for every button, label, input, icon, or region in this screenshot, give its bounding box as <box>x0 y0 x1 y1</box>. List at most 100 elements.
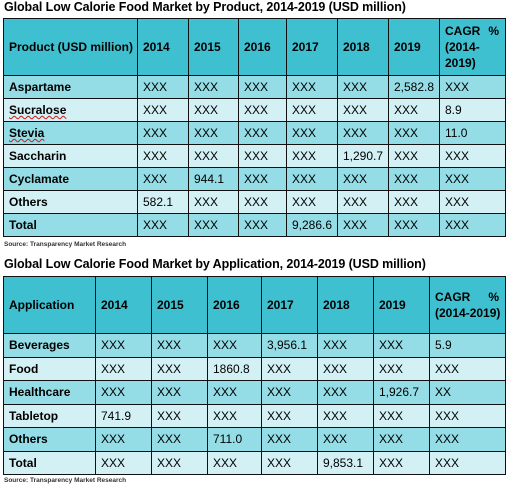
table-row: Total XXX XXX XXX 9,286.6 XXX XXX XXX <box>3 213 506 237</box>
cell-2017: 9,286.6 <box>286 213 338 237</box>
row-label: Cyclamate <box>3 167 138 191</box>
cagr-percent: % <box>488 290 499 304</box>
row-label: Saccharin <box>3 144 138 168</box>
cell-2018: XXX <box>317 427 374 452</box>
cell-2016: 1860.8 <box>207 356 262 381</box>
cell-2018: XXX <box>317 403 374 428</box>
cell-2016: XXX <box>238 167 287 191</box>
cell-2015: XXX <box>188 75 239 99</box>
application-body: Beverages XXX XXX XXX 3,956.1 XXX XXX 5.9 Food XX… <box>3 333 506 475</box>
cell-2014: XXX <box>137 121 189 145</box>
row-label-text: Saccharin <box>9 149 67 163</box>
cell-2019: XXX <box>373 356 430 381</box>
cell-2017: XXX <box>261 356 318 381</box>
cell-2014: XXX <box>137 98 189 122</box>
cell-2014: 582.1 <box>137 190 189 214</box>
cell-2014: XXX <box>95 427 152 452</box>
cell-2014: XXX <box>137 167 189 191</box>
table-row: Others XXX XXX 711.0 XXX XXX XXX XXX <box>3 427 506 452</box>
cell-2019: 2,582.8 <box>388 75 440 99</box>
cell-2016: XXX <box>238 98 287 122</box>
row-label-text: Aspartame <box>9 80 72 94</box>
cagr-percent: % <box>488 24 499 38</box>
cell-2015: XXX <box>188 121 239 145</box>
row-label-text: Total <box>9 218 37 232</box>
application-table: Application 2014 2015 2016 2017 2018 201… <box>3 276 506 475</box>
cell-2019: XXX <box>373 450 430 475</box>
cell-cagr: XXX <box>429 403 506 428</box>
cell-2016: XXX <box>207 403 262 428</box>
cell-2015: XXX <box>151 450 208 475</box>
product-body: Aspartame XXX XXX XXX XXX XXX 2,582.8 XXX Sucral… <box>3 75 506 237</box>
cell-2017: XXX <box>286 98 338 122</box>
cell-2019: XXX <box>388 144 440 168</box>
cell-2016: XXX <box>238 144 287 168</box>
cell-cagr: XXX <box>439 190 506 214</box>
cell-2015: XXX <box>151 356 208 381</box>
header-product: Product (USD million) <box>3 18 138 76</box>
cell-2015: XXX <box>188 190 239 214</box>
text-cursor <box>505 149 506 161</box>
cell-2016: XXX <box>238 121 287 145</box>
header-2018: 2018 <box>317 276 374 334</box>
row-label: Sucralose <box>3 98 138 122</box>
row-label: Beverages <box>3 333 96 358</box>
cell-cagr: XXX <box>429 356 506 381</box>
row-label: Total <box>3 213 138 237</box>
cell-2015: 944.1 <box>188 167 239 191</box>
table-row: Aspartame XXX XXX XXX XXX XXX 2,582.8 XXX <box>3 75 506 99</box>
cell-2017: XXX <box>286 121 338 145</box>
header-application: Application <box>3 276 96 334</box>
cell-2018: XXX <box>337 75 389 99</box>
table-row: Food XXX XXX 1860.8 XXX XXX XXX XXX <box>3 356 506 381</box>
cell-2015: XXX <box>188 144 239 168</box>
cell-2016: XXX <box>238 190 287 214</box>
row-label: Food <box>3 356 96 381</box>
cagr-label: CAGR <box>435 290 471 304</box>
cell-2014: XXX <box>137 144 189 168</box>
cell-2016: XXX <box>207 333 262 358</box>
cell-cagr: XXX <box>429 450 506 475</box>
table-row: Saccharin XXX XXX XXX XXX 1,290.7 XXX XXX <box>3 144 506 168</box>
cell-2017: XXX <box>261 427 318 452</box>
cell-2017: XXX <box>286 144 338 168</box>
row-label: Tabletop <box>3 403 96 428</box>
header-2014: 2014 <box>137 18 189 76</box>
cagr-years: (2014-2019) <box>445 40 480 70</box>
cell-2018: 9,853.1 <box>317 450 374 475</box>
cell-2018: XXX <box>317 333 374 358</box>
cell-2019: XXX <box>388 167 440 191</box>
row-label: Total <box>3 450 96 475</box>
cell-cagr: XXX <box>439 75 506 99</box>
cell-2016: XXX <box>238 213 287 237</box>
header-2018: 2018 <box>337 18 389 76</box>
cell-cagr: XX <box>429 380 506 405</box>
cell-2018: 1,290.7 <box>337 144 389 168</box>
table-row: Total XXX XXX XXX XXX 9,853.1 XXX XXX <box>3 450 506 475</box>
cagr-label: CAGR <box>445 24 481 38</box>
product-header-row: Product (USD million) 2014 2015 2016 201… <box>3 18 506 76</box>
cell-2014: XXX <box>95 356 152 381</box>
product-source: Source: Transparency Market Research <box>4 241 127 248</box>
cell-2014: 741.9 <box>95 403 152 428</box>
cell-cagr: XXX <box>439 167 506 191</box>
cell-2019: XXX <box>373 403 430 428</box>
cell-2018: XXX <box>337 213 389 237</box>
cell-2017: XXX <box>286 75 338 99</box>
cell-2014: XXX <box>95 450 152 475</box>
cagr-years: (2014-2019) <box>435 306 501 320</box>
header-2017: 2017 <box>261 276 318 334</box>
cell-cagr: XXX <box>429 427 506 452</box>
cell-2019: XXX <box>373 427 430 452</box>
cell-2019: 1,926.7 <box>373 380 430 405</box>
header-2019: 2019 <box>373 276 430 334</box>
cell-2019: XXX <box>388 98 440 122</box>
cell-2018: XXX <box>337 98 389 122</box>
cell-2019: XXX <box>373 333 430 358</box>
cell-2015: XXX <box>151 380 208 405</box>
cell-2014: XXX <box>95 380 152 405</box>
cell-2016: XXX <box>238 75 287 99</box>
cell-2018: XXX <box>337 167 389 191</box>
cell-cagr: XXX <box>439 213 506 237</box>
cell-cagr: 8.9 <box>439 98 506 122</box>
